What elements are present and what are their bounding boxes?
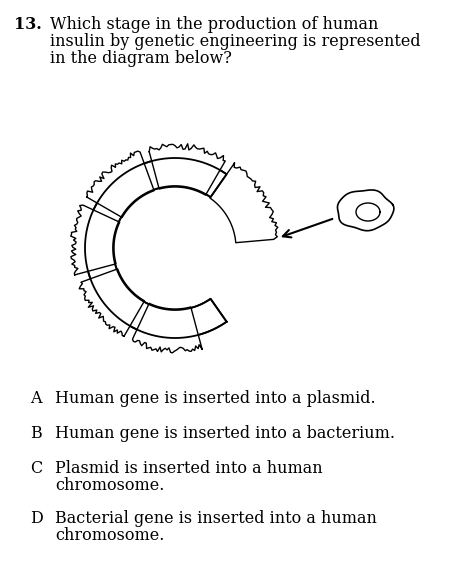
Text: C: C	[30, 460, 42, 477]
Polygon shape	[356, 203, 380, 221]
Polygon shape	[132, 304, 202, 353]
Polygon shape	[87, 151, 154, 217]
Text: in the diagram below?: in the diagram below?	[50, 50, 232, 67]
Polygon shape	[71, 205, 120, 275]
Text: Plasmid is inserted into a human: Plasmid is inserted into a human	[55, 460, 323, 477]
Text: Human gene is inserted into a plasmid.: Human gene is inserted into a plasmid.	[55, 390, 375, 407]
Text: 13.: 13.	[14, 16, 42, 33]
Text: Which stage in the production of human: Which stage in the production of human	[50, 16, 378, 33]
Text: B: B	[30, 425, 42, 442]
Text: D: D	[30, 510, 43, 527]
Text: insulin by genetic engineering is represented: insulin by genetic engineering is repres…	[50, 33, 420, 50]
Polygon shape	[85, 158, 227, 338]
Text: chromosome.: chromosome.	[55, 477, 164, 494]
Text: Bacterial gene is inserted into a human: Bacterial gene is inserted into a human	[55, 510, 377, 527]
Text: chromosome.: chromosome.	[55, 527, 164, 544]
Polygon shape	[149, 144, 225, 195]
Text: A: A	[30, 390, 42, 407]
Polygon shape	[337, 190, 394, 231]
Polygon shape	[210, 163, 278, 243]
Polygon shape	[79, 269, 145, 336]
Text: Human gene is inserted into a bacterium.: Human gene is inserted into a bacterium.	[55, 425, 395, 442]
